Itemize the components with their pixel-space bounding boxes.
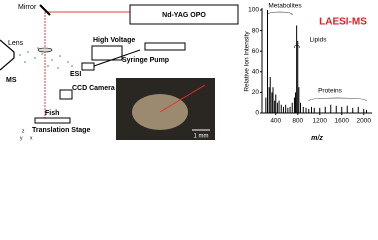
- x-tick-label: 400: [270, 118, 281, 125]
- ms-inlet: [0, 39, 15, 71]
- x-tick-label: 1600: [335, 118, 350, 125]
- label: MS: [6, 77, 17, 84]
- annotation: Lipids: [310, 37, 328, 44]
- label: Nd-YAG OPO: [162, 12, 206, 19]
- annotation: Proteins: [318, 88, 343, 95]
- camera: [59, 89, 73, 100]
- figure: Mirror Nd-YAG OPO Lens MS High Voltage S…: [0, 3, 372, 142]
- y-axis-label: Relative Ion Intensity: [244, 31, 251, 92]
- annotation: Metabolites: [268, 3, 302, 10]
- y-tick-label: 60: [252, 48, 260, 55]
- x-tick-label: 1200: [313, 118, 328, 125]
- spray: [19, 47, 73, 69]
- stage: [34, 117, 71, 124]
- label: CCD Camera: [72, 85, 115, 92]
- y-tick-label: 100: [248, 7, 259, 14]
- x-tick-label: 2000: [357, 118, 372, 125]
- label: ESI: [70, 71, 81, 78]
- hv-box: [91, 45, 123, 61]
- y-tick-label: 20: [252, 89, 260, 96]
- laser-beam: [159, 84, 206, 113]
- lens-shape: [37, 47, 53, 53]
- label: 1 mm: [194, 134, 209, 140]
- tube: [93, 49, 141, 67]
- chart-title: LAESI-MS: [319, 17, 367, 28]
- x-axis-label: m/z: [311, 135, 323, 142]
- y-tick-label: 80: [252, 27, 260, 34]
- esi-box: [81, 62, 95, 71]
- label: z: [22, 128, 25, 134]
- label: y: [20, 135, 23, 141]
- y-tick-label: 0: [255, 110, 259, 117]
- laser-box: [129, 4, 239, 25]
- brace: [294, 44, 300, 49]
- syringe: [144, 42, 186, 51]
- label: Translation Stage: [32, 127, 90, 134]
- x-tick-label: 800: [292, 118, 303, 125]
- spectrum: 0 20 40 60 80 100 400 800 1200 1600 2000 m/z Relativ…: [244, 3, 372, 142]
- label: Syringe Pump: [122, 57, 169, 64]
- label: Fish: [45, 110, 59, 117]
- label: Mirror: [18, 4, 37, 11]
- label: x: [30, 135, 33, 141]
- label: Lens: [8, 40, 24, 47]
- mirror-shape: [39, 4, 51, 16]
- brace: [308, 97, 367, 102]
- label: High Voltage: [93, 37, 135, 44]
- brace: [267, 11, 293, 16]
- y-tick-label: 40: [252, 69, 260, 76]
